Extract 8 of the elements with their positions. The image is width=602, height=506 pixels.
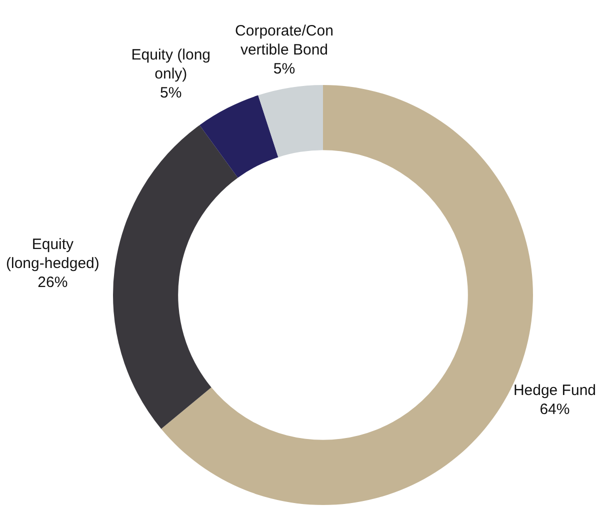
data-label: 5%	[160, 84, 182, 102]
data-label: 64%	[540, 401, 570, 418]
slice-label: Equity (long-hedged)	[6, 236, 100, 272]
slice-label: Equity (long only)	[131, 46, 211, 82]
data-label: 5%	[273, 60, 296, 78]
data-label: 26%	[38, 274, 68, 292]
slice-label: Corporate/Convertible Bond	[235, 22, 334, 58]
slice-label: Hedge Fund	[513, 382, 596, 400]
